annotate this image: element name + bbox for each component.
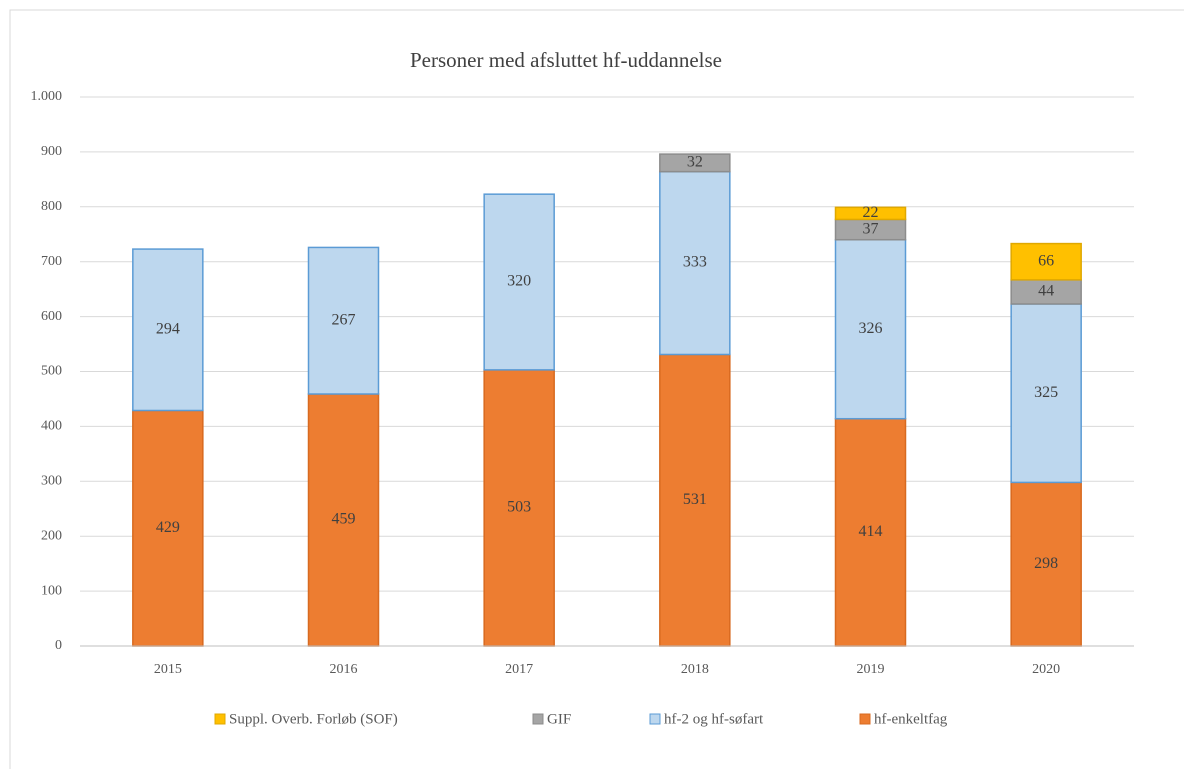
bar-segment: [1010, 279, 1082, 305]
legend-swatch: [214, 713, 226, 725]
y-tick-label: 200: [41, 528, 62, 543]
legend-swatch: [859, 713, 871, 725]
legend-label: hf-enkeltfag: [874, 711, 948, 727]
legend-label: GIF: [547, 711, 571, 727]
y-tick-label: 300: [41, 474, 62, 489]
bar-segment: [659, 153, 731, 173]
data-label: 503: [507, 499, 531, 516]
data-label: 294: [156, 320, 180, 337]
y-tick-label: 500: [41, 364, 62, 379]
data-label: 22: [863, 204, 879, 221]
y-tick-label: 100: [41, 583, 62, 598]
x-tick-label: 2015: [154, 662, 182, 677]
data-label: 459: [332, 511, 356, 528]
data-label: 333: [683, 254, 707, 271]
y-tick-label: 800: [41, 199, 62, 214]
bar-segment: [132, 409, 204, 647]
data-label: 32: [687, 154, 703, 171]
bar-segment: [132, 248, 204, 412]
x-tick-label: 2017: [505, 662, 533, 677]
y-tick-label: 400: [41, 419, 62, 434]
legend-label: hf-2 og hf-søfart: [664, 711, 764, 727]
data-label: 325: [1034, 384, 1058, 401]
bar-segment: [307, 393, 380, 647]
legend-swatch: [649, 713, 661, 725]
data-label: 66: [1038, 252, 1054, 269]
data-label: 298: [1034, 555, 1058, 572]
bar-segment: [1010, 303, 1082, 484]
y-tick-label: 1.000: [31, 89, 63, 104]
y-tick-label: 600: [41, 309, 62, 324]
y-tick-label: 0: [55, 638, 62, 653]
data-label: 320: [507, 273, 531, 290]
data-label: 267: [332, 311, 356, 328]
data-label: 429: [156, 519, 180, 536]
bar-segment: [834, 206, 907, 221]
y-tick-label: 700: [41, 254, 62, 269]
x-tick-label: 2018: [681, 662, 709, 677]
legend-swatch: [532, 713, 544, 725]
bar-segment: [483, 369, 555, 647]
data-label: 44: [1038, 283, 1054, 300]
chart-title: Personer med afsluttet hf-uddannelse: [410, 48, 722, 72]
data-label: 37: [863, 220, 879, 237]
y-tick-label: 900: [41, 144, 62, 159]
data-label: 326: [859, 320, 883, 337]
bar-segment: [1010, 242, 1082, 281]
x-tick-label: 2016: [330, 662, 358, 677]
bar-segment: [307, 246, 380, 395]
chart-frame: [9, 9, 1184, 769]
bar-segment: [1010, 481, 1082, 647]
legend-label: Suppl. Overb. Forløb (SOF): [229, 711, 398, 727]
x-tick-label: 2020: [1032, 662, 1060, 677]
data-label: 531: [683, 491, 707, 508]
bar-segment: [834, 238, 907, 420]
bar-segment: [659, 170, 731, 356]
x-tick-label: 2019: [857, 662, 885, 677]
data-label: 414: [859, 523, 883, 540]
bar-segment: [483, 193, 555, 371]
